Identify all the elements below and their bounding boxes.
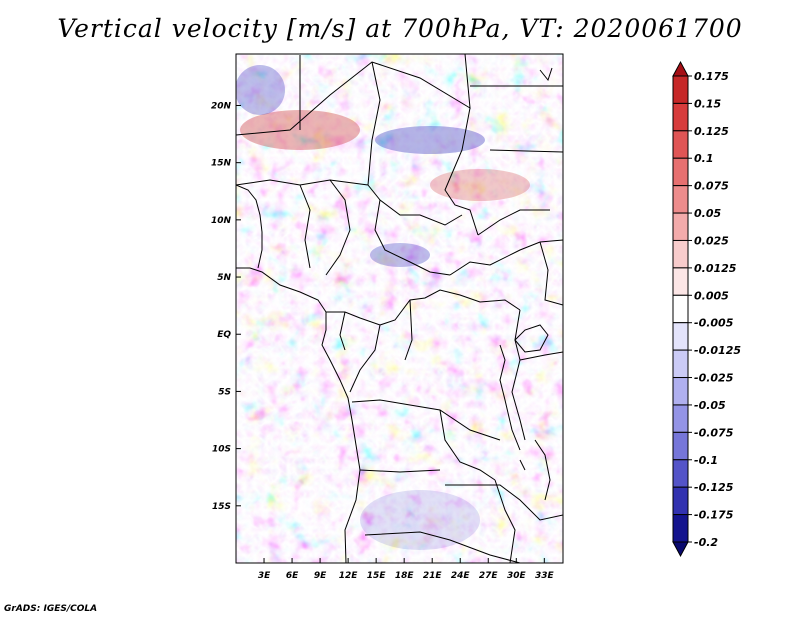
lat-tick-label: EQ <box>217 330 231 340</box>
lon-tick-label: 9E <box>314 571 327 581</box>
colorbar-label: -0.125 <box>694 481 734 494</box>
colorbar-label: -0.0125 <box>694 344 741 357</box>
colorbar-box <box>672 75 689 104</box>
colorbar-box <box>672 431 689 461</box>
colorbar-legend: 0.175 0.15 0.125 0.1 0.075 0.05 0.025 0.0125 0.0… <box>672 60 741 558</box>
colorbar-label: 0.125 <box>694 125 729 138</box>
colorbar-label: 0.15 <box>694 97 721 110</box>
colorbar-box <box>672 486 689 516</box>
colorbar-label: 0.1 <box>694 152 714 165</box>
lon-tick-label: 27E <box>479 571 499 581</box>
lon-tick-label: 24E <box>451 571 471 581</box>
lon-tick-label: 18E <box>395 571 415 581</box>
lon-tick-label: 3E <box>258 571 271 581</box>
colorbar-box <box>672 185 689 214</box>
lat-tick-label: 15N <box>211 159 232 169</box>
colorbar-box <box>672 239 689 269</box>
colorbar-label: 0.0125 <box>694 262 737 275</box>
colorbar-label: -0.1 <box>694 454 718 467</box>
colorbar-label: -0.05 <box>694 399 726 412</box>
colorbar-label: -0.005 <box>694 317 734 330</box>
colorbar-box <box>672 322 689 351</box>
lon-tick-label: 15E <box>367 571 387 581</box>
grads-credit: GrADS: IGES/COLA <box>4 604 98 614</box>
colorbar-box <box>672 377 689 406</box>
colorbar-box <box>672 267 689 296</box>
longitude-axis: 3E 6E 9E 12E 15E 18E 21E 24E 27E 30E 33E <box>258 558 555 581</box>
lon-tick-label: 33E <box>535 571 555 581</box>
colorbar-box <box>672 212 689 241</box>
colorbar-box <box>672 404 689 433</box>
colorbar-label: -0.2 <box>694 536 718 549</box>
lat-tick-label: 10N <box>211 216 232 226</box>
colorbar-label: 0.075 <box>694 180 729 193</box>
colorbar-top-arrow <box>672 60 689 77</box>
lon-tick-label: 21E <box>423 571 443 581</box>
colorbar-box <box>672 130 689 159</box>
colorbar-label: -0.075 <box>694 426 734 439</box>
colorbar-box <box>672 459 689 488</box>
lat-tick-label: 5N <box>217 273 231 283</box>
map-title: Vertical velocity [m/s] at 700hPa, VT: 2… <box>57 14 743 43</box>
colorbar-label: 0.005 <box>694 289 729 302</box>
lat-tick-label: 5S <box>218 387 231 397</box>
colorbar-label: 0.025 <box>694 234 729 247</box>
colorbar-box <box>672 294 689 324</box>
colorbar-label: 0.175 <box>694 70 729 83</box>
colorbar-label: -0.025 <box>694 372 734 385</box>
colorbar-box <box>672 157 689 187</box>
lon-tick-label: 30E <box>507 571 527 581</box>
velocity-field <box>236 54 563 563</box>
lon-tick-label: 6E <box>286 571 299 581</box>
colorbar-bottom-arrow <box>672 541 689 558</box>
lat-tick-label: 20N <box>211 101 232 111</box>
colorbar-label: -0.175 <box>694 509 734 522</box>
colorbar-label: 0.05 <box>694 207 721 220</box>
colorbar-box <box>672 349 689 379</box>
map-frame <box>235 53 564 564</box>
colorbar-box <box>672 102 689 132</box>
latitude-axis: 20N 15N 10N 5N EQ 5S 10S 15S <box>211 101 241 512</box>
lon-tick-label: 12E <box>339 571 359 581</box>
country-borders <box>236 54 563 563</box>
lat-tick-label: 15S <box>212 502 231 512</box>
colorbar-box <box>672 514 689 543</box>
lat-tick-label: 10S <box>212 445 231 455</box>
